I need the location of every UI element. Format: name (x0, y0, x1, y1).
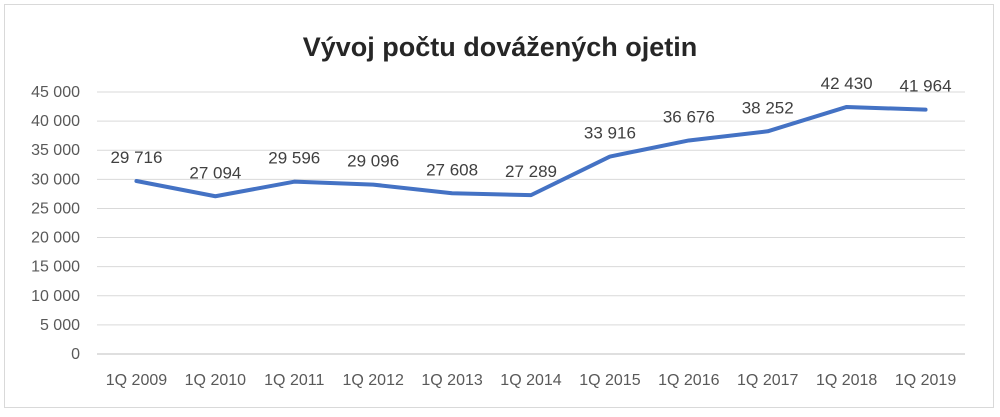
y-tick-label: 20 000 (31, 230, 80, 247)
x-tick-label: 1Q 2014 (500, 372, 561, 389)
data-label: 36 676 (663, 107, 715, 126)
y-tick-label: 25 000 (31, 200, 80, 217)
chart-title: Vývoj počtu dovážených ojetin (303, 32, 698, 62)
data-label: 29 096 (347, 152, 399, 171)
y-tick-label: 45 000 (31, 84, 80, 101)
data-point (925, 109, 927, 111)
chart-frame (4, 4, 994, 408)
data-point (530, 194, 532, 196)
data-label: 41 964 (900, 77, 952, 96)
data-point (688, 139, 690, 141)
data-label: 29 716 (110, 148, 162, 167)
series-line (134, 104, 928, 199)
x-axis-ticks: 1Q 2009 1Q 2010 1Q 2011 1Q 2012 1Q 2013 1Q 20… (106, 372, 957, 389)
gridlines (97, 91, 965, 355)
x-tick-label: 1Q 2011 (264, 372, 324, 389)
data-point (135, 180, 137, 182)
y-tick-label: 5 000 (40, 317, 80, 334)
y-axis-ticks: 0 5 000 10 000 15 000 20 000 25 000 30 000 35 0… (31, 84, 80, 363)
data-point (214, 195, 216, 197)
y-tick-label: 35 000 (31, 142, 80, 159)
data-label: 27 608 (426, 160, 478, 179)
x-tick-label: 1Q 2018 (816, 372, 877, 389)
x-tick-label: 1Q 2010 (185, 372, 246, 389)
y-tick-label: 15 000 (31, 259, 80, 276)
y-tick-label: 10 000 (31, 288, 80, 305)
data-point (451, 192, 453, 194)
x-tick-label: 1Q 2013 (421, 372, 482, 389)
data-label: 42 430 (821, 74, 873, 93)
x-tick-label: 1Q 2015 (579, 372, 640, 389)
data-label: 33 916 (584, 124, 636, 143)
x-tick-label: 1Q 2012 (342, 372, 403, 389)
data-labels: 29 716 27 094 29 596 29 096 27 608 27 289 33 9… (110, 74, 951, 182)
data-point (293, 181, 295, 183)
data-label: 27 289 (505, 162, 557, 181)
data-point (846, 106, 848, 108)
data-point (609, 156, 611, 158)
y-tick-label: 0 (71, 346, 80, 363)
data-point (372, 184, 374, 186)
y-tick-label: 40 000 (31, 113, 80, 130)
x-tick-label: 1Q 2017 (737, 372, 798, 389)
x-tick-label: 1Q 2016 (658, 372, 719, 389)
data-point (767, 130, 769, 132)
data-label: 38 252 (742, 98, 794, 117)
x-tick-label: 1Q 2009 (106, 372, 167, 389)
x-tick-label: 1Q 2019 (895, 372, 956, 389)
series-layer (134, 104, 928, 199)
data-label: 27 094 (189, 163, 241, 182)
data-label: 29 596 (268, 149, 320, 168)
y-tick-label: 30 000 (31, 171, 80, 188)
